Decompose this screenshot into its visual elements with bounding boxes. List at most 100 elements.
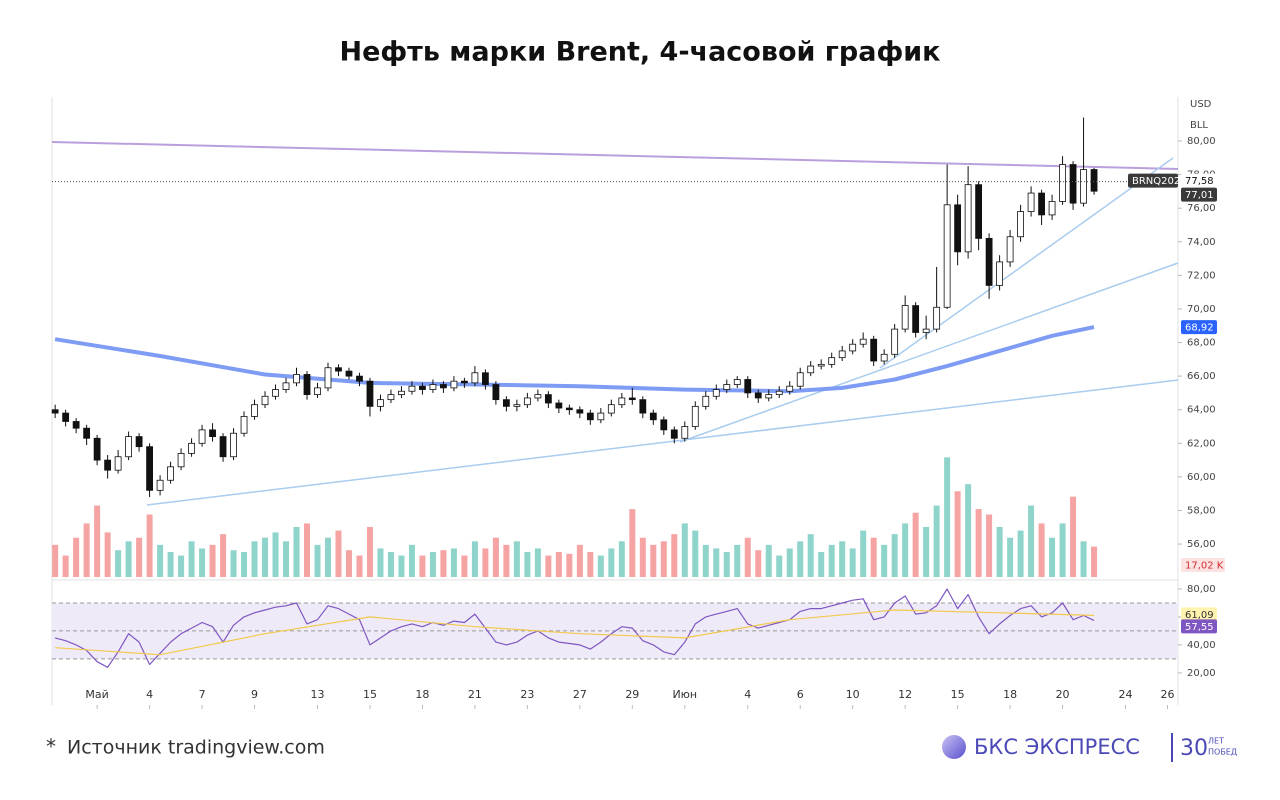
candle-body	[786, 385, 794, 392]
candle-body	[198, 429, 206, 444]
x-tick-label: 27	[573, 688, 587, 701]
candle-body	[744, 379, 752, 394]
x-tick-label: 18	[1003, 688, 1017, 701]
volume-bar	[975, 509, 982, 577]
volume-bar	[807, 534, 814, 577]
volume-bar	[513, 541, 520, 577]
rsi-ma-tag-bg	[1181, 607, 1217, 622]
candle-body	[240, 416, 248, 434]
volume-bar	[660, 541, 667, 577]
volume-bar	[146, 514, 153, 577]
candle-body	[135, 436, 143, 448]
candle-body	[544, 394, 552, 404]
candle-body	[828, 357, 836, 365]
y-tick-label: 60,00	[1187, 472, 1216, 483]
x-tick-label: 6	[797, 688, 804, 701]
y-tick-label: 66,00	[1187, 371, 1216, 382]
candle-body	[1090, 169, 1098, 192]
volume-bar	[398, 555, 405, 577]
chart-title: Нефть марки Brent, 4-часовой график	[339, 37, 940, 68]
volume-bar	[555, 552, 562, 577]
volume-bar	[356, 555, 363, 577]
candle-body	[1006, 236, 1014, 263]
candle-body	[618, 397, 626, 406]
volume-bar	[786, 548, 793, 577]
candle-body	[345, 370, 353, 377]
volume-bar	[954, 491, 961, 577]
volume-bar	[608, 548, 615, 577]
candle-body	[335, 367, 342, 372]
plot-layer: 56,00 58,00 60,00 62,00 64,00 66,00 68,00 70,00…	[51, 117, 1225, 709]
x-tick-label: 4	[146, 688, 153, 701]
volume-bar	[230, 550, 237, 577]
volume-bar	[912, 512, 919, 577]
candle-body	[1048, 201, 1056, 216]
volume-bar	[387, 552, 394, 577]
candle-body	[597, 412, 605, 421]
candle-body	[1069, 164, 1077, 204]
y-tick-label: 56,00	[1187, 539, 1216, 550]
candle-body	[440, 384, 447, 389]
candle-body	[72, 421, 80, 429]
x-tick-label: 24	[1119, 688, 1133, 701]
volume-bar	[1080, 541, 1087, 577]
candle-body	[502, 399, 510, 407]
candle-body	[660, 419, 668, 431]
rsi-tick-label: 40,00	[1187, 640, 1216, 651]
candle-body	[964, 184, 972, 253]
volume-bar	[723, 552, 730, 577]
volume-bar	[157, 544, 164, 577]
candle-body	[807, 365, 815, 374]
volume-bar	[545, 555, 552, 577]
footnote-mark: *	[46, 735, 56, 759]
logo-years: 30	[1180, 736, 1208, 761]
candle-body	[83, 427, 91, 439]
x-tick-label: Май	[85, 688, 108, 701]
candle-body	[1038, 192, 1045, 216]
volume-bar	[755, 550, 762, 577]
volume-bar	[870, 537, 877, 577]
volume-bar	[366, 527, 373, 577]
candle-body	[282, 382, 290, 390]
volume-bar	[933, 505, 940, 577]
candle-body	[870, 338, 878, 362]
volume-bar	[440, 550, 447, 577]
candle-body	[712, 389, 720, 397]
trendline	[679, 262, 1179, 443]
candle-body	[891, 328, 899, 355]
x-tick-label: 4	[744, 688, 751, 701]
candle-body	[461, 380, 468, 384]
volume-bar	[566, 553, 573, 577]
candle-body	[377, 399, 384, 407]
candle-body	[586, 412, 594, 421]
volume-bar	[891, 534, 898, 577]
volume-bar	[965, 484, 972, 577]
volume-bar	[419, 555, 426, 577]
candle-body	[691, 405, 699, 427]
candle-body	[838, 350, 846, 359]
volume-bar	[765, 544, 772, 577]
volume-bar	[860, 530, 867, 577]
candle-body	[576, 409, 584, 414]
unit-label: BLL	[1190, 120, 1208, 131]
ma-tag: 68,92	[1185, 323, 1214, 334]
x-tick-label: Июн	[672, 688, 697, 701]
candle-body	[251, 404, 258, 417]
candle-body	[754, 392, 762, 399]
y-tick-label: 70,00	[1187, 304, 1216, 315]
y-tick-label: 74,00	[1187, 237, 1216, 248]
volume-bar	[324, 537, 331, 577]
last-close-tag-bg	[1181, 187, 1217, 202]
volume-bar	[744, 537, 751, 577]
candle-body	[1017, 211, 1024, 238]
rsi-line	[54, 588, 1095, 668]
x-tick-label: 15	[363, 688, 377, 701]
rsi-ma-tag: 61,09	[1185, 610, 1214, 621]
candle-body	[555, 402, 563, 409]
resistance-line	[51, 141, 1179, 170]
volume-bar	[283, 541, 290, 577]
candle-body	[817, 363, 825, 367]
currency-label: USD	[1190, 99, 1212, 110]
x-tick-label: 21	[468, 688, 482, 701]
